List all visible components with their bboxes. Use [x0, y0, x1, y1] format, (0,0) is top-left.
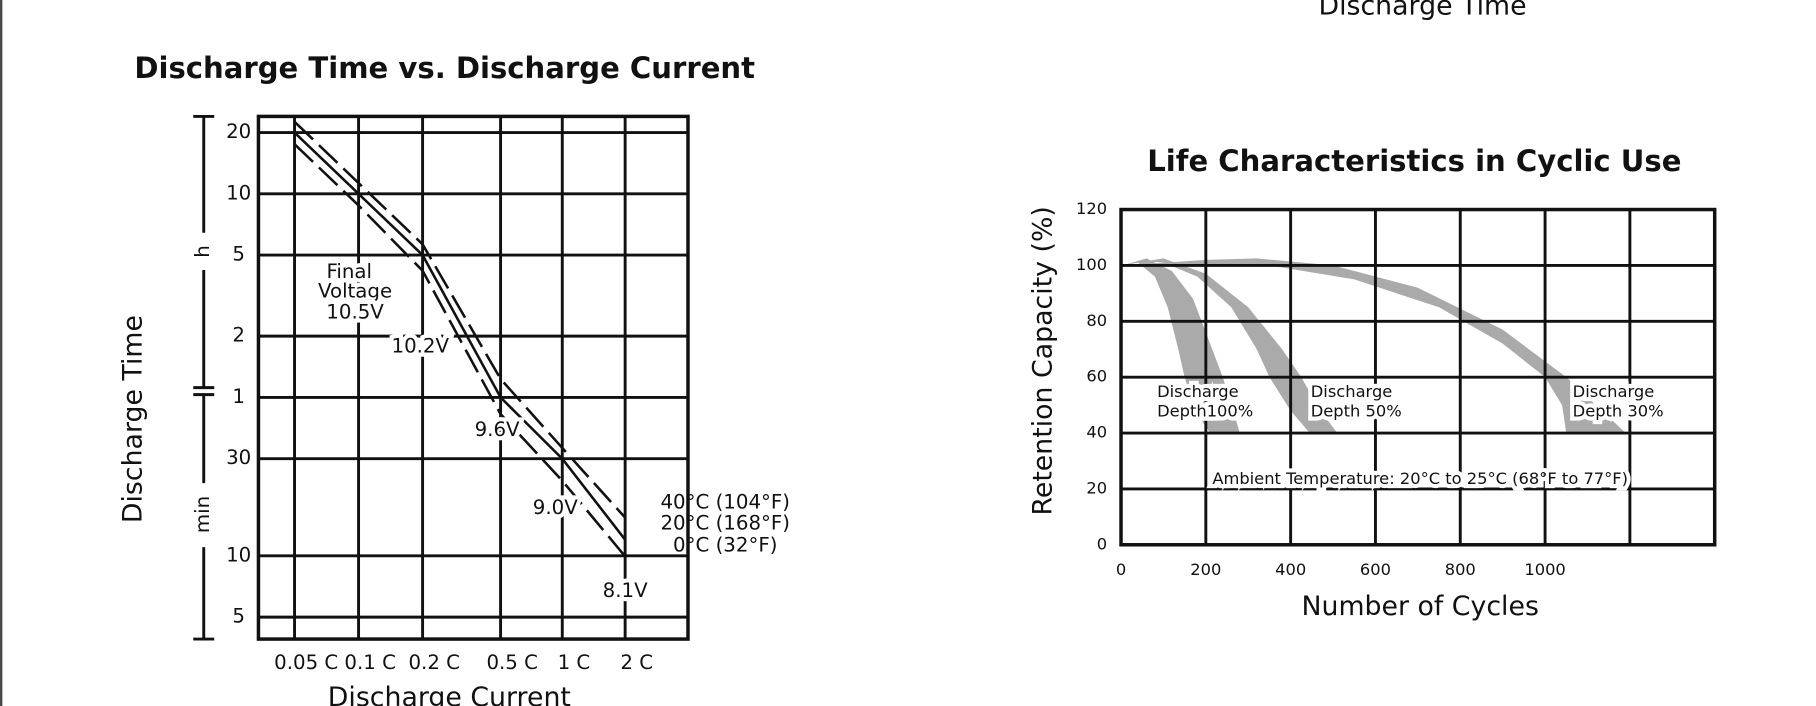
- x-tick-label: 0.1 C: [344, 651, 396, 674]
- y-tick-label: 5: [232, 605, 245, 628]
- y-tick-label: 10: [226, 181, 251, 204]
- series-label: Depth 30%: [1573, 402, 1664, 421]
- annotation: 9.0V: [533, 496, 578, 519]
- x-tick-label: 0.5 C: [486, 651, 538, 674]
- series-label: Discharge: [1573, 382, 1655, 401]
- series-label: Discharge: [1157, 382, 1239, 401]
- cut-off-label: Discharge Time: [1318, 0, 1526, 21]
- annotation: 10.5V: [326, 301, 384, 324]
- x-tick-label: 1 C: [558, 651, 591, 674]
- plot-frame: [1119, 207, 1717, 547]
- x-tick-label: 0.05 C: [274, 651, 338, 674]
- y-tick-label: 0: [1097, 534, 1107, 553]
- series-label: 0°C (32°F): [673, 533, 777, 556]
- annotation: 9.6V: [475, 418, 520, 441]
- series-label: 40°C (104°F): [660, 490, 790, 513]
- x-tick-label: 400: [1275, 560, 1306, 579]
- x-tick-label: 0.2 C: [408, 651, 460, 674]
- y-axis-label: Retention Capacity (%): [1028, 206, 1059, 515]
- chart-title: Life Characteristics in Cyclic Use: [1147, 144, 1681, 178]
- y-tick-label: 30: [226, 446, 251, 469]
- series-label: Depth 50%: [1311, 402, 1402, 421]
- y-tick-label: 120: [1076, 199, 1107, 218]
- x-axis-label: Number of Cycles: [1301, 591, 1538, 622]
- annotation: Ambient Temperature: 20°C to 25°C (68°F …: [1212, 469, 1628, 488]
- chart-title: Discharge Time vs. Discharge Current: [134, 51, 755, 85]
- y-tick-label: 100: [1076, 255, 1107, 274]
- plot-frame: [256, 114, 690, 641]
- y-tick-label: 10: [226, 543, 251, 566]
- series-line: [293, 143, 627, 558]
- y-tick-label: 80: [1086, 311, 1107, 330]
- x-tick-label: 800: [1445, 560, 1476, 579]
- annotation: Voltage: [318, 280, 392, 303]
- y-tick-label: 5: [232, 243, 245, 266]
- y-tick-label: 40: [1086, 423, 1107, 442]
- unit-label: h: [191, 245, 214, 258]
- y-tick-label: 20: [1086, 478, 1107, 497]
- y-tick-label: 1: [232, 385, 245, 408]
- x-tick-label: 1000: [1524, 560, 1565, 579]
- annotation: 10.2V: [391, 334, 449, 357]
- window-edge: [0, 0, 3, 706]
- x-tick-label: 200: [1190, 560, 1221, 579]
- x-tick-label: 2 C: [620, 651, 653, 674]
- series-label: Depth100%: [1157, 402, 1253, 421]
- series-line: [293, 131, 627, 541]
- x-tick-label: 0: [1116, 560, 1126, 579]
- x-tick-label: 600: [1360, 560, 1391, 579]
- annotation: Final: [326, 260, 372, 283]
- series-label: 20°C (168°F): [660, 511, 790, 534]
- band-area: [1123, 258, 1626, 434]
- series-line: [293, 120, 627, 519]
- x-axis-label: Discharge Current: [328, 682, 571, 706]
- unit-label: min: [191, 496, 214, 533]
- annotation: 8.1V: [603, 579, 648, 602]
- series-label: Discharge: [1311, 382, 1393, 401]
- y-tick-label: 20: [226, 120, 251, 143]
- y-axis-label: Discharge Time: [117, 315, 148, 523]
- y-tick-label: 2: [232, 324, 245, 347]
- y-tick-label: 60: [1086, 367, 1107, 386]
- band-area: [1123, 258, 1240, 434]
